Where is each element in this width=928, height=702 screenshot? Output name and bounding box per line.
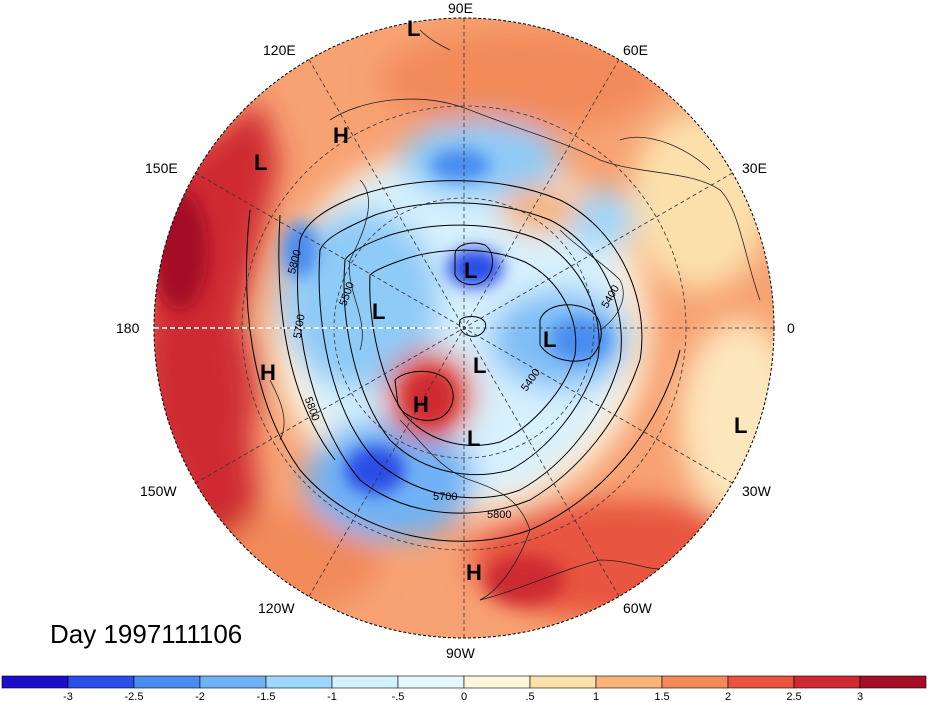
high-center: H	[260, 360, 276, 385]
low-center: L	[407, 16, 420, 41]
lon-label-150w: 150W	[140, 483, 177, 499]
lon-label-120e: 120E	[263, 42, 296, 58]
colorbar-swatch	[331, 675, 399, 689]
low-center: L	[473, 353, 486, 378]
colorbar-tick-label: 1.5	[654, 691, 669, 702]
colorbar-swatch	[67, 675, 135, 689]
lon-label-0: 0	[787, 320, 795, 336]
contour-label: 5700	[292, 313, 308, 339]
high-center: H	[413, 392, 429, 417]
colorbar-swatch	[1, 675, 69, 689]
date-label: Day 1997111106	[50, 619, 243, 649]
contour-label: 5700	[433, 491, 457, 503]
colorbar-swatch	[529, 675, 597, 689]
colorbar-tick-label: .5	[525, 691, 534, 702]
low-center: L	[543, 327, 556, 352]
colorbar-swatch	[595, 675, 663, 689]
colorbar-tick-label: 2.5	[786, 691, 801, 702]
colorbar-swatch	[397, 675, 465, 689]
colorbar-tick-label: 1	[593, 691, 599, 702]
colorbar-tick-label: -.5	[392, 691, 405, 702]
lon-label-120w: 120W	[258, 600, 295, 616]
colorbar-swatch	[463, 675, 531, 689]
colorbar: -3 -2.5 -2 -1.5 -1 -.5 0 .5 1 1.5 2 2.5 3	[1, 675, 927, 702]
colorbar-swatch	[265, 675, 333, 689]
low-center: L	[372, 299, 385, 324]
colorbar-swatch	[727, 675, 795, 689]
colorbar-tick-label: -3	[63, 691, 73, 702]
high-center: H	[466, 560, 482, 585]
colorbar-tick-label: 3	[857, 691, 863, 702]
low-center: L	[467, 426, 480, 451]
high-center: H	[333, 123, 349, 148]
map-boundary	[153, 17, 775, 639]
colorbar-tick-label: -1.5	[257, 691, 276, 702]
lon-label-30w: 30W	[742, 483, 772, 499]
contour-label: 5800	[487, 509, 511, 521]
lon-label-60w: 60W	[623, 600, 653, 616]
colorbar-swatch	[199, 675, 267, 689]
low-center: L	[464, 258, 477, 283]
colorbar-tick-label: -2.5	[125, 691, 144, 702]
colorbar-tick-label: 0	[461, 691, 467, 702]
colorbar-tick-label: -2	[195, 691, 205, 702]
lon-label-60e: 60E	[623, 42, 648, 58]
longitude-labels: 0 30E 60E 90E 120E 150E 180 150W 120W 90…	[116, 0, 795, 661]
colorbar-tick-label: -1	[327, 691, 337, 702]
lon-label-90w: 90W	[446, 645, 476, 661]
colorbar-swatch	[661, 675, 729, 689]
lon-label-180: 180	[116, 320, 140, 336]
colorbar-tick-label: 2	[725, 691, 731, 702]
coastlines	[269, 29, 761, 601]
low-center: L	[734, 413, 747, 438]
low-center: L	[254, 150, 267, 175]
height-contours	[246, 180, 681, 542]
pressure-centers: L L L L L L L L H H H H	[254, 16, 747, 585]
lon-label-30e: 30E	[742, 160, 767, 176]
colorbar-swatch	[133, 675, 201, 689]
lon-label-90e: 90E	[448, 0, 473, 16]
colorbar-swatch	[859, 675, 927, 689]
colorbar-swatch	[793, 675, 861, 689]
lon-label-150e: 150E	[145, 160, 178, 176]
